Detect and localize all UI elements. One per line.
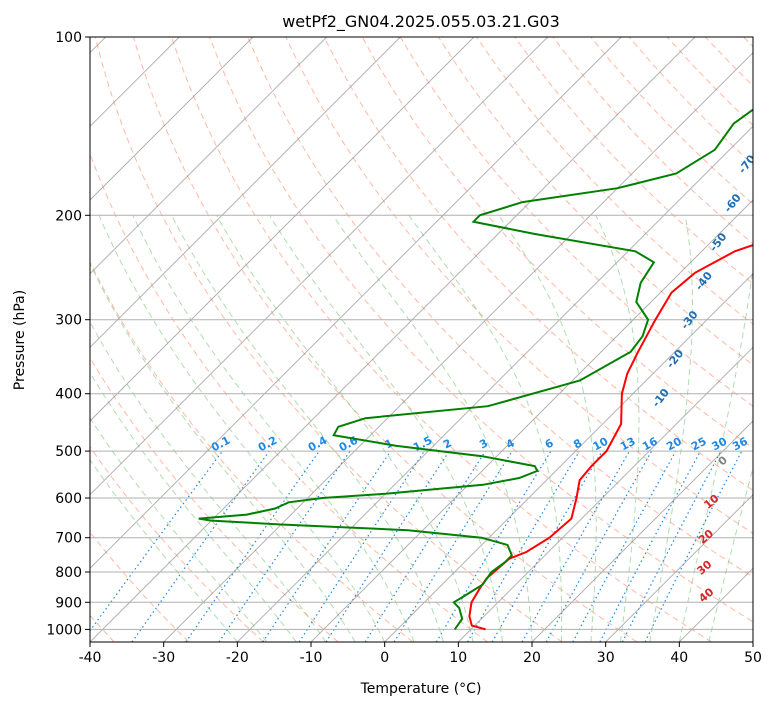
x-tick-label: 30 xyxy=(597,650,615,666)
y-tick-label: 300 xyxy=(55,313,82,329)
y-tick-label: 500 xyxy=(55,444,82,460)
y-tick-label: 800 xyxy=(55,565,82,581)
y-tick-label: 100 xyxy=(55,30,82,46)
x-axis-label: Temperature (°C) xyxy=(360,681,482,697)
y-tick-label: 700 xyxy=(55,531,82,547)
x-tick-label: -10 xyxy=(300,650,323,666)
y-tick-label: 900 xyxy=(55,595,82,611)
y-tick-label: 200 xyxy=(55,208,82,224)
x-tick-label: 50 xyxy=(744,650,762,666)
y-tick-label: 600 xyxy=(55,491,82,507)
x-tick-label: 20 xyxy=(523,650,541,666)
x-tick-label: 0 xyxy=(380,650,389,666)
y-tick-label: 400 xyxy=(55,387,82,403)
y-axis-label: Pressure (hPa) xyxy=(12,290,28,390)
x-tick-label: -40 xyxy=(79,650,102,666)
x-tick-label: 10 xyxy=(449,650,467,666)
x-tick-label: -30 xyxy=(152,650,175,666)
x-tick-label: -20 xyxy=(226,650,249,666)
chart-title: wetPf2_GN04.2025.055.03.21.G03 xyxy=(282,12,560,32)
y-tick-label: 1000 xyxy=(46,622,82,638)
x-tick-label: 40 xyxy=(670,650,688,666)
